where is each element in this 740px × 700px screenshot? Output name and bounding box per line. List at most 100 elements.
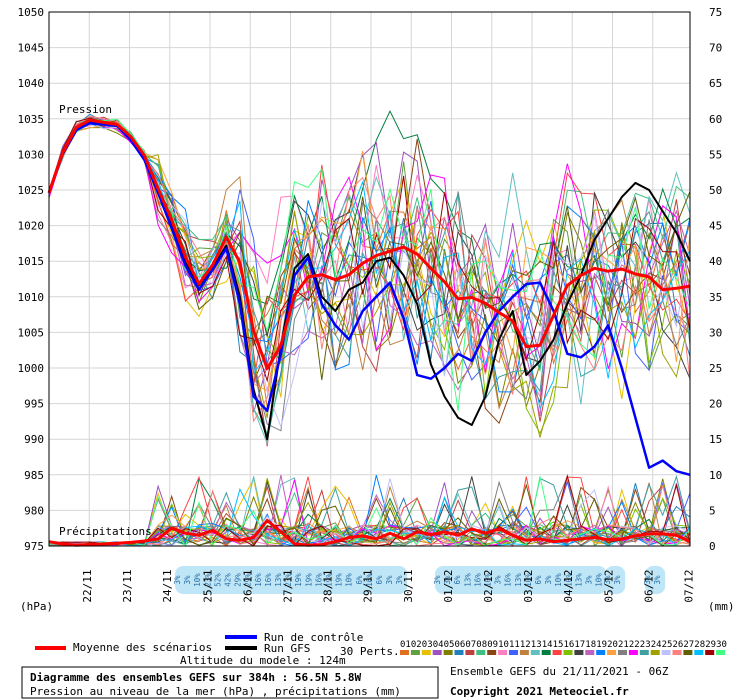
pert-swatch [639, 650, 649, 655]
snow-prob: 10% [595, 573, 604, 587]
pert-swatch [443, 650, 453, 655]
pert-swatch [465, 650, 475, 655]
member-pressure-line [48, 118, 691, 398]
pert-swatch [716, 650, 726, 655]
main-series [47, 118, 691, 547]
pert-label: 25 [662, 640, 673, 650]
pert-swatch [705, 650, 715, 655]
legend-control: Run de contrôle [264, 631, 363, 644]
left-tick: 1010 [18, 291, 45, 304]
member-pressure-line [48, 116, 691, 432]
precip-mean-line [48, 518, 691, 547]
member-precip-line [48, 483, 691, 547]
pert-label: 13 [531, 640, 542, 650]
left-tick: 980 [24, 504, 44, 517]
snow-block [605, 566, 626, 594]
snow-prob: 29% [244, 573, 253, 587]
pert-swatch [519, 650, 529, 655]
right-tick: 30 [709, 326, 722, 339]
x-tick-label: 03/12 [522, 569, 535, 602]
pert-label: 07 [465, 640, 476, 650]
pert-swatch [563, 650, 573, 655]
pert-swatch [585, 650, 595, 655]
snow-prob: 3% [544, 575, 553, 585]
x-tick-label: 01/12 [442, 569, 455, 602]
pert-swatch [410, 650, 420, 655]
pert-swatch [650, 650, 660, 655]
member-pressure-line [48, 121, 691, 429]
legend-perts: 30 Perts. [340, 645, 400, 658]
snow-prob: 16% [473, 573, 482, 587]
pert-label: 23 [640, 640, 651, 650]
pert-label: 08 [476, 640, 487, 650]
pert-swatch [672, 650, 682, 655]
snow-prob: 6% [453, 575, 462, 585]
pert-swatch [432, 650, 442, 655]
pert-swatch [661, 650, 671, 655]
snow-prob: 13% [463, 573, 472, 587]
snow-prob: 13% [274, 573, 283, 587]
pert-label: 16 [564, 640, 575, 650]
pert-swatch [421, 650, 431, 655]
left-tick: 1025 [18, 184, 45, 197]
pert-swatch [541, 650, 551, 655]
pert-label: 29 [705, 640, 716, 650]
pert-label: 09 [487, 640, 498, 650]
snow-prob: 3% [443, 575, 452, 585]
right-tick: 20 [709, 398, 722, 411]
right-tick: 55 [709, 148, 722, 161]
x-tick-label: 30/11 [402, 569, 415, 602]
snow-block [645, 566, 666, 594]
left-tick: 1020 [18, 220, 45, 233]
pert-swatch [607, 650, 617, 655]
right-tick: 40 [709, 255, 722, 268]
left-tick: 1045 [18, 42, 45, 55]
pert-label: 26 [673, 640, 684, 650]
x-tick-label: 29/11 [362, 569, 375, 602]
left-tick: 975 [24, 540, 44, 553]
left-tick: 1040 [18, 77, 45, 90]
legend-mean: Moyenne des scénarios [73, 641, 212, 654]
x-tick-label: 28/11 [322, 569, 335, 602]
snow-prob: 19% [304, 573, 313, 587]
right-axis: 0 5 10 15 20 25 30 35 40 45 50 55 60 65 70 75 [709, 6, 722, 553]
left-axis: 975 980 985 990 995 1000 1005 1010 1015 1020 1025 1… [18, 6, 45, 553]
pert-label: 28 [694, 640, 705, 650]
copyright: Copyright 2021 Meteociel.fr [450, 685, 629, 698]
pert-label: 15 [553, 640, 564, 650]
right-tick: 10 [709, 469, 722, 482]
x-tick-label: 26/11 [241, 569, 254, 602]
member-precip-line [48, 476, 691, 548]
pert-label: 03 [422, 640, 433, 650]
snow-prob: 16% [264, 573, 273, 587]
snow-prob: 3% [395, 575, 404, 585]
pert-label: 06 [455, 640, 466, 650]
plot-frame [48, 11, 691, 547]
member-precip-line [48, 484, 691, 547]
left-tick: 985 [24, 469, 44, 482]
control-line [47, 121, 691, 477]
right-tick: 35 [709, 291, 722, 304]
pert-label: 01 [400, 640, 411, 650]
run-info: Ensemble GEFS du 21/11/2021 - 06Z [450, 665, 669, 678]
pert-swatch [574, 650, 584, 655]
snow-prob: 19% [294, 573, 303, 587]
left-tick: 1015 [18, 255, 45, 268]
left-tick: 1000 [18, 362, 45, 375]
snow-prob: 10% [193, 573, 202, 587]
chart-title: Diagramme des ensembles GEFS sur 384h : … [30, 671, 362, 684]
x-tick-label: 24/11 [161, 569, 174, 602]
left-tick: 1005 [18, 326, 45, 339]
legend-gfs: Run GFS [264, 642, 310, 655]
member-precip-line [48, 473, 691, 547]
pressure-label: Pression [59, 103, 112, 116]
member-pressure-line [48, 118, 691, 384]
right-tick: 45 [709, 220, 722, 233]
member-pressure-line [48, 115, 691, 423]
x-tick-label: 06/12 [642, 569, 655, 602]
member-pressure-line [48, 118, 691, 438]
right-tick: 15 [709, 433, 722, 446]
left-tick: 1035 [18, 113, 45, 126]
snow-prob: 16% [314, 573, 323, 587]
